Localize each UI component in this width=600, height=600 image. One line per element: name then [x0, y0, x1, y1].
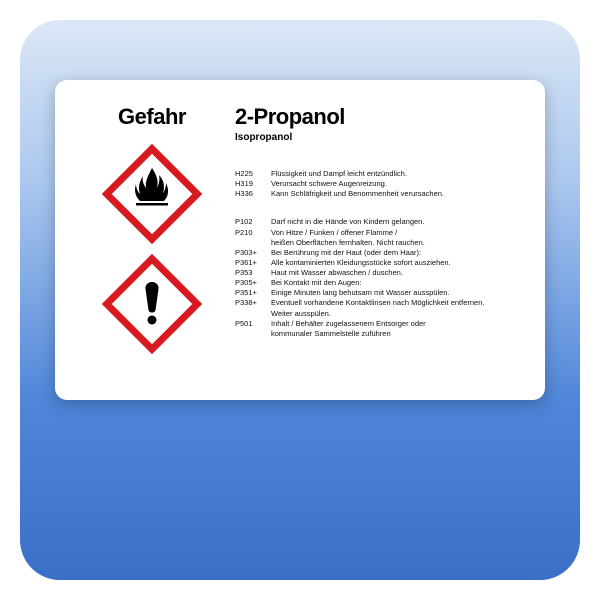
- statement-row: P210Von Hitze / Funken / offener Flamme …: [235, 228, 523, 238]
- h-statements-block: H225Flüssigkeit und Dampf leicht entzünd…: [235, 169, 523, 199]
- statement-code: P338+: [235, 298, 271, 308]
- statement-text: Eventuell vorhandene Kontaktlinsen nach …: [271, 298, 523, 308]
- right-column: 2-Propanol Isopropanol H225Flüssigkeit u…: [227, 104, 523, 380]
- p-statements-block: P102Darf nicht in die Hände von Kindern …: [235, 217, 523, 339]
- statement-row: P353Haut mit Wasser abwaschen / duschen.: [235, 268, 523, 278]
- statement-text: Inhalt / Behälter zugelassenem Entsorger…: [271, 319, 523, 329]
- statement-code: H225: [235, 169, 271, 179]
- signal-word: Gefahr: [118, 104, 186, 130]
- statement-continuation: heißen Oberflächen fernhalten. Nicht rau…: [271, 238, 523, 248]
- left-column: Gefahr: [77, 104, 227, 380]
- statement-row: P501Inhalt / Behälter zugelassenem Entso…: [235, 319, 523, 329]
- statement-row: P351+Einige Minuten lang behutsam mit Wa…: [235, 288, 523, 298]
- ghs-exclamation-icon: [102, 254, 202, 354]
- statement-continuation: Weiter ausspülen.: [271, 309, 523, 319]
- statement-text: Darf nicht in die Hände von Kindern gela…: [271, 217, 523, 227]
- statement-text: Alle kontaminierten Kleidungsstücke sofo…: [271, 258, 523, 268]
- chemical-name: 2-Propanol: [235, 104, 523, 130]
- hazard-label-card: Gefahr 2-Propan: [55, 80, 545, 400]
- statement-text: Flüssigkeit und Dampf leicht entzündlich…: [271, 169, 523, 179]
- statement-code: P361+: [235, 258, 271, 268]
- statement-text: Von Hitze / Funken / offener Flamme /: [271, 228, 523, 238]
- statement-row: H225Flüssigkeit und Dampf leicht entzünd…: [235, 169, 523, 179]
- statement-code: P102: [235, 217, 271, 227]
- statement-code: P501: [235, 319, 271, 329]
- statement-code: H336: [235, 189, 271, 199]
- gradient-backdrop: Gefahr 2-Propan: [20, 20, 580, 580]
- statement-code: P305+: [235, 278, 271, 288]
- statement-text: Bei Berührung mit der Haut (oder dem Haa…: [271, 248, 523, 258]
- statement-text: Verursacht schwere Augenreizung.: [271, 179, 523, 189]
- statement-code: P353: [235, 268, 271, 278]
- statement-row: P305+Bei Kontakt mit den Augen:: [235, 278, 523, 288]
- statement-code: P210: [235, 228, 271, 238]
- statement-code: P303+: [235, 248, 271, 258]
- statement-code: H319: [235, 179, 271, 189]
- statement-text: Bei Kontakt mit den Augen:: [271, 278, 523, 288]
- ghs-flammable-icon: [102, 144, 202, 244]
- statement-code: P351+: [235, 288, 271, 298]
- statement-continuation: kommunaler Sammelstelle zuführen: [271, 329, 523, 339]
- statement-text: Kann Schläfrigkeit und Benommenheit veru…: [271, 189, 523, 199]
- statement-row: H319Verursacht schwere Augenreizung.: [235, 179, 523, 189]
- statement-text: Einige Minuten lang behutsam mit Wasser …: [271, 288, 523, 298]
- synonym: Isopropanol: [235, 132, 523, 143]
- statement-text: Haut mit Wasser abwaschen / duschen.: [271, 268, 523, 278]
- statement-row: H336Kann Schläfrigkeit und Benommenheit …: [235, 189, 523, 199]
- statement-row: P102Darf nicht in die Hände von Kindern …: [235, 217, 523, 227]
- spacer: [235, 199, 523, 217]
- statement-row: P303+Bei Berührung mit der Haut (oder de…: [235, 248, 523, 258]
- statement-row: P338+Eventuell vorhandene Kontaktlinsen …: [235, 298, 523, 308]
- statement-row: P361+Alle kontaminierten Kleidungsstücke…: [235, 258, 523, 268]
